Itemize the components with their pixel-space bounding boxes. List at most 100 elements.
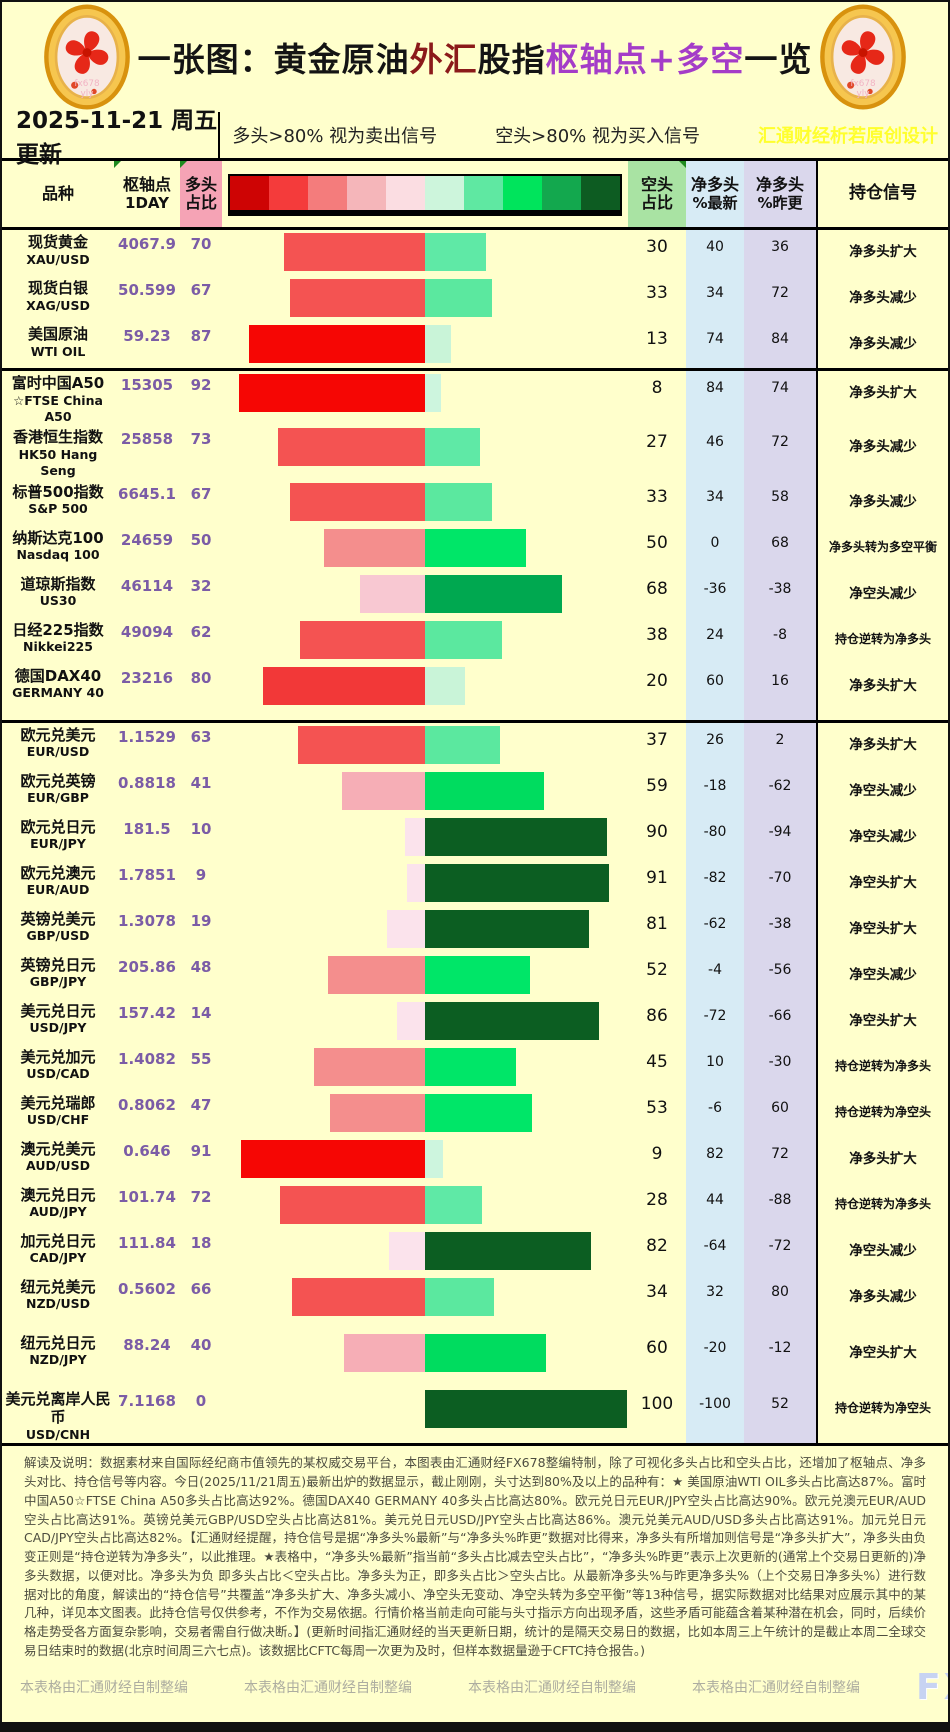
diverging-bar [222,1091,628,1137]
position-signal: 净空头减少 [816,814,948,861]
svg-text:yly: yly [81,89,94,99]
col-long-ratio: 多头 占比 [180,161,222,227]
diverging-bar [222,1275,628,1331]
position-signal: 净空头扩大 [816,1330,948,1387]
net-long-prev-value: 60 [744,1090,816,1137]
credit-text: 本表格由汇通财经自制整编 [244,1680,412,1696]
long-bar [330,1093,425,1132]
instrument-name-en: CAD/JPY [29,1250,87,1266]
net-long-prev-value: 74 [744,371,816,426]
instrument-name: 纳斯达克100 Nasdaq 100 [2,526,114,572]
diverging-bar [222,1387,628,1444]
short-ratio-value: 86 [646,1005,668,1026]
credit-text: 本表格由汇通财经自制整编 [468,1680,636,1696]
net-long-latest-value: -72 [686,998,744,1045]
long-bar [313,1047,425,1086]
instrument-name: 英镑兑日元 GBP/JPY [2,953,114,999]
short-ratio-value: 38 [646,624,668,645]
instrument-name: 美国原油 WTI OIL [2,322,114,368]
long-ratio-value: 9 [195,865,207,884]
short-ratio-value: 60 [646,1337,668,1358]
long-bar [388,1231,425,1270]
color-scale-legend [228,174,622,216]
instrument-name-cn: 现货黄金 [27,233,88,251]
diverging-bar [222,815,628,861]
position-signal: 净多头减少 [816,276,948,322]
long-bar [263,666,425,705]
short-bar [425,279,492,317]
instrument-name-cn: 澳元兑美元 [20,1139,96,1158]
instrument-name-en: XAG/USD [26,297,90,313]
short-bar [425,863,609,902]
long-ratio-value: 19 [190,911,212,930]
long-ratio-value: 80 [190,668,212,687]
position-signal: 净多头扩大 [816,371,948,426]
instrument-name-en: ☆FTSE China A50 [13,392,103,424]
legend-wrap: 多头>80% 视为卖出信号 空头>80% 视为买入信号 汇通财经析若原创设计 [218,112,948,158]
pivot-value: 88.24 [123,1335,171,1354]
net-long-latest-value: 40 [686,230,744,276]
watermark-text: 汇通财经析若原创设计 [758,126,938,147]
short-bar [425,528,526,567]
instrument-name-en: EUR/GBP [27,790,89,806]
table-row: 标普500指数 S&P 500 6645.1 67 33 34 58 净多头减少 [2,479,948,526]
net-long-prev-value: -8 [744,617,816,664]
col-short-ratio: 空头 占比 [628,161,686,227]
pivot-value: 23216 [120,668,174,687]
table-row: 富时中国A50 ☆FTSE China A50 15305 92 8 84 74 净多头扩大 [2,371,948,426]
instrument-name-en: XAU/USD [26,251,90,267]
position-signal: 净多头减少 [816,479,948,526]
long-ratio-value: 41 [190,773,212,792]
table-row: 德国DAX40 GERMANY 40 23216 80 20 60 16 净多头扩大 [2,663,948,723]
instrument-name-en: AUD/JPY [29,1204,87,1220]
long-ratio-value: 63 [190,727,212,746]
instrument-name-en: USD/CHF [26,1112,90,1128]
short-ratio-value: 20 [646,670,668,691]
table-row: 美元兑瑞郎 USD/CHF 0.8062 47 53 -6 60 持仓逆转为净空头 [2,1090,948,1137]
instrument-name-cn: 纽元兑日元 [20,1333,96,1352]
instrument-name: 欧元兑美元 EUR/USD [2,723,114,769]
diverging-bar [222,276,628,322]
short-ratio-value: 52 [646,959,668,980]
col-name: 品种 [41,183,74,203]
net-long-latest-value: 84 [686,371,744,426]
diverging-bar [222,664,628,720]
pivot-value: 25858 [120,430,174,449]
net-long-latest-value: -20 [686,1330,744,1387]
table-row: 澳元兑美元 AUD/USD 0.646 91 9 82 72 净多头扩大 [2,1136,948,1183]
net-long-prev-value: 72 [744,276,816,322]
instrument-name: 美元兑离岸人民币 USD/CNH [2,1387,114,1444]
title-segment: 外汇 [409,40,478,79]
title-segment: 枢轴点+多空 [545,40,745,79]
net-long-prev-value: 68 [744,525,816,572]
long-ratio-value: 92 [190,376,212,394]
long-bar [297,725,425,764]
short-ratio-value: 68 [646,578,668,599]
net-long-latest-value: 34 [686,276,744,322]
pivot-value: 46114 [120,576,174,595]
net-long-prev-value: 52 [744,1386,816,1444]
instrument-name-en: USD/JPY [29,1020,87,1036]
net-long-prev-value: 36 [744,230,816,276]
diverging-bar [222,769,628,815]
net-long-latest-value: 34 [686,479,744,526]
position-signal: 净多头扩大 [816,722,948,769]
net-long-latest-value: 44 [686,1182,744,1229]
short-bar [425,1185,482,1224]
table-row: 美元兑加元 USD/CAD 1.4082 55 45 10 -30 持仓逆转为净多头 [2,1044,948,1091]
short-bar [425,1093,533,1132]
footer-credits: 本表格由汇通财经自制整编 本表格由汇通财经自制整编 本表格由汇通财经自制整编 本表格由… [2,1663,948,1708]
short-bar [425,374,442,412]
table-row: 美元兑日元 USD/JPY 157.42 14 86 -72 -66 净空头扩大 [2,998,948,1045]
net-long-latest-value: 24 [686,617,744,664]
instrument-name: 美元兑加元 USD/CAD [2,1045,114,1091]
short-bar [425,482,492,521]
scale-swatch [464,176,503,210]
instrument-name: 美元兑日元 USD/JPY [2,999,114,1045]
long-bar [360,574,425,613]
instrument-name-en: GBP/JPY [29,974,87,990]
col-net-prev: 净多头 %昨更 [744,161,816,227]
credit-text: 本表格由汇通财经自制整编 [692,1680,860,1696]
diverging-bar [222,480,628,526]
